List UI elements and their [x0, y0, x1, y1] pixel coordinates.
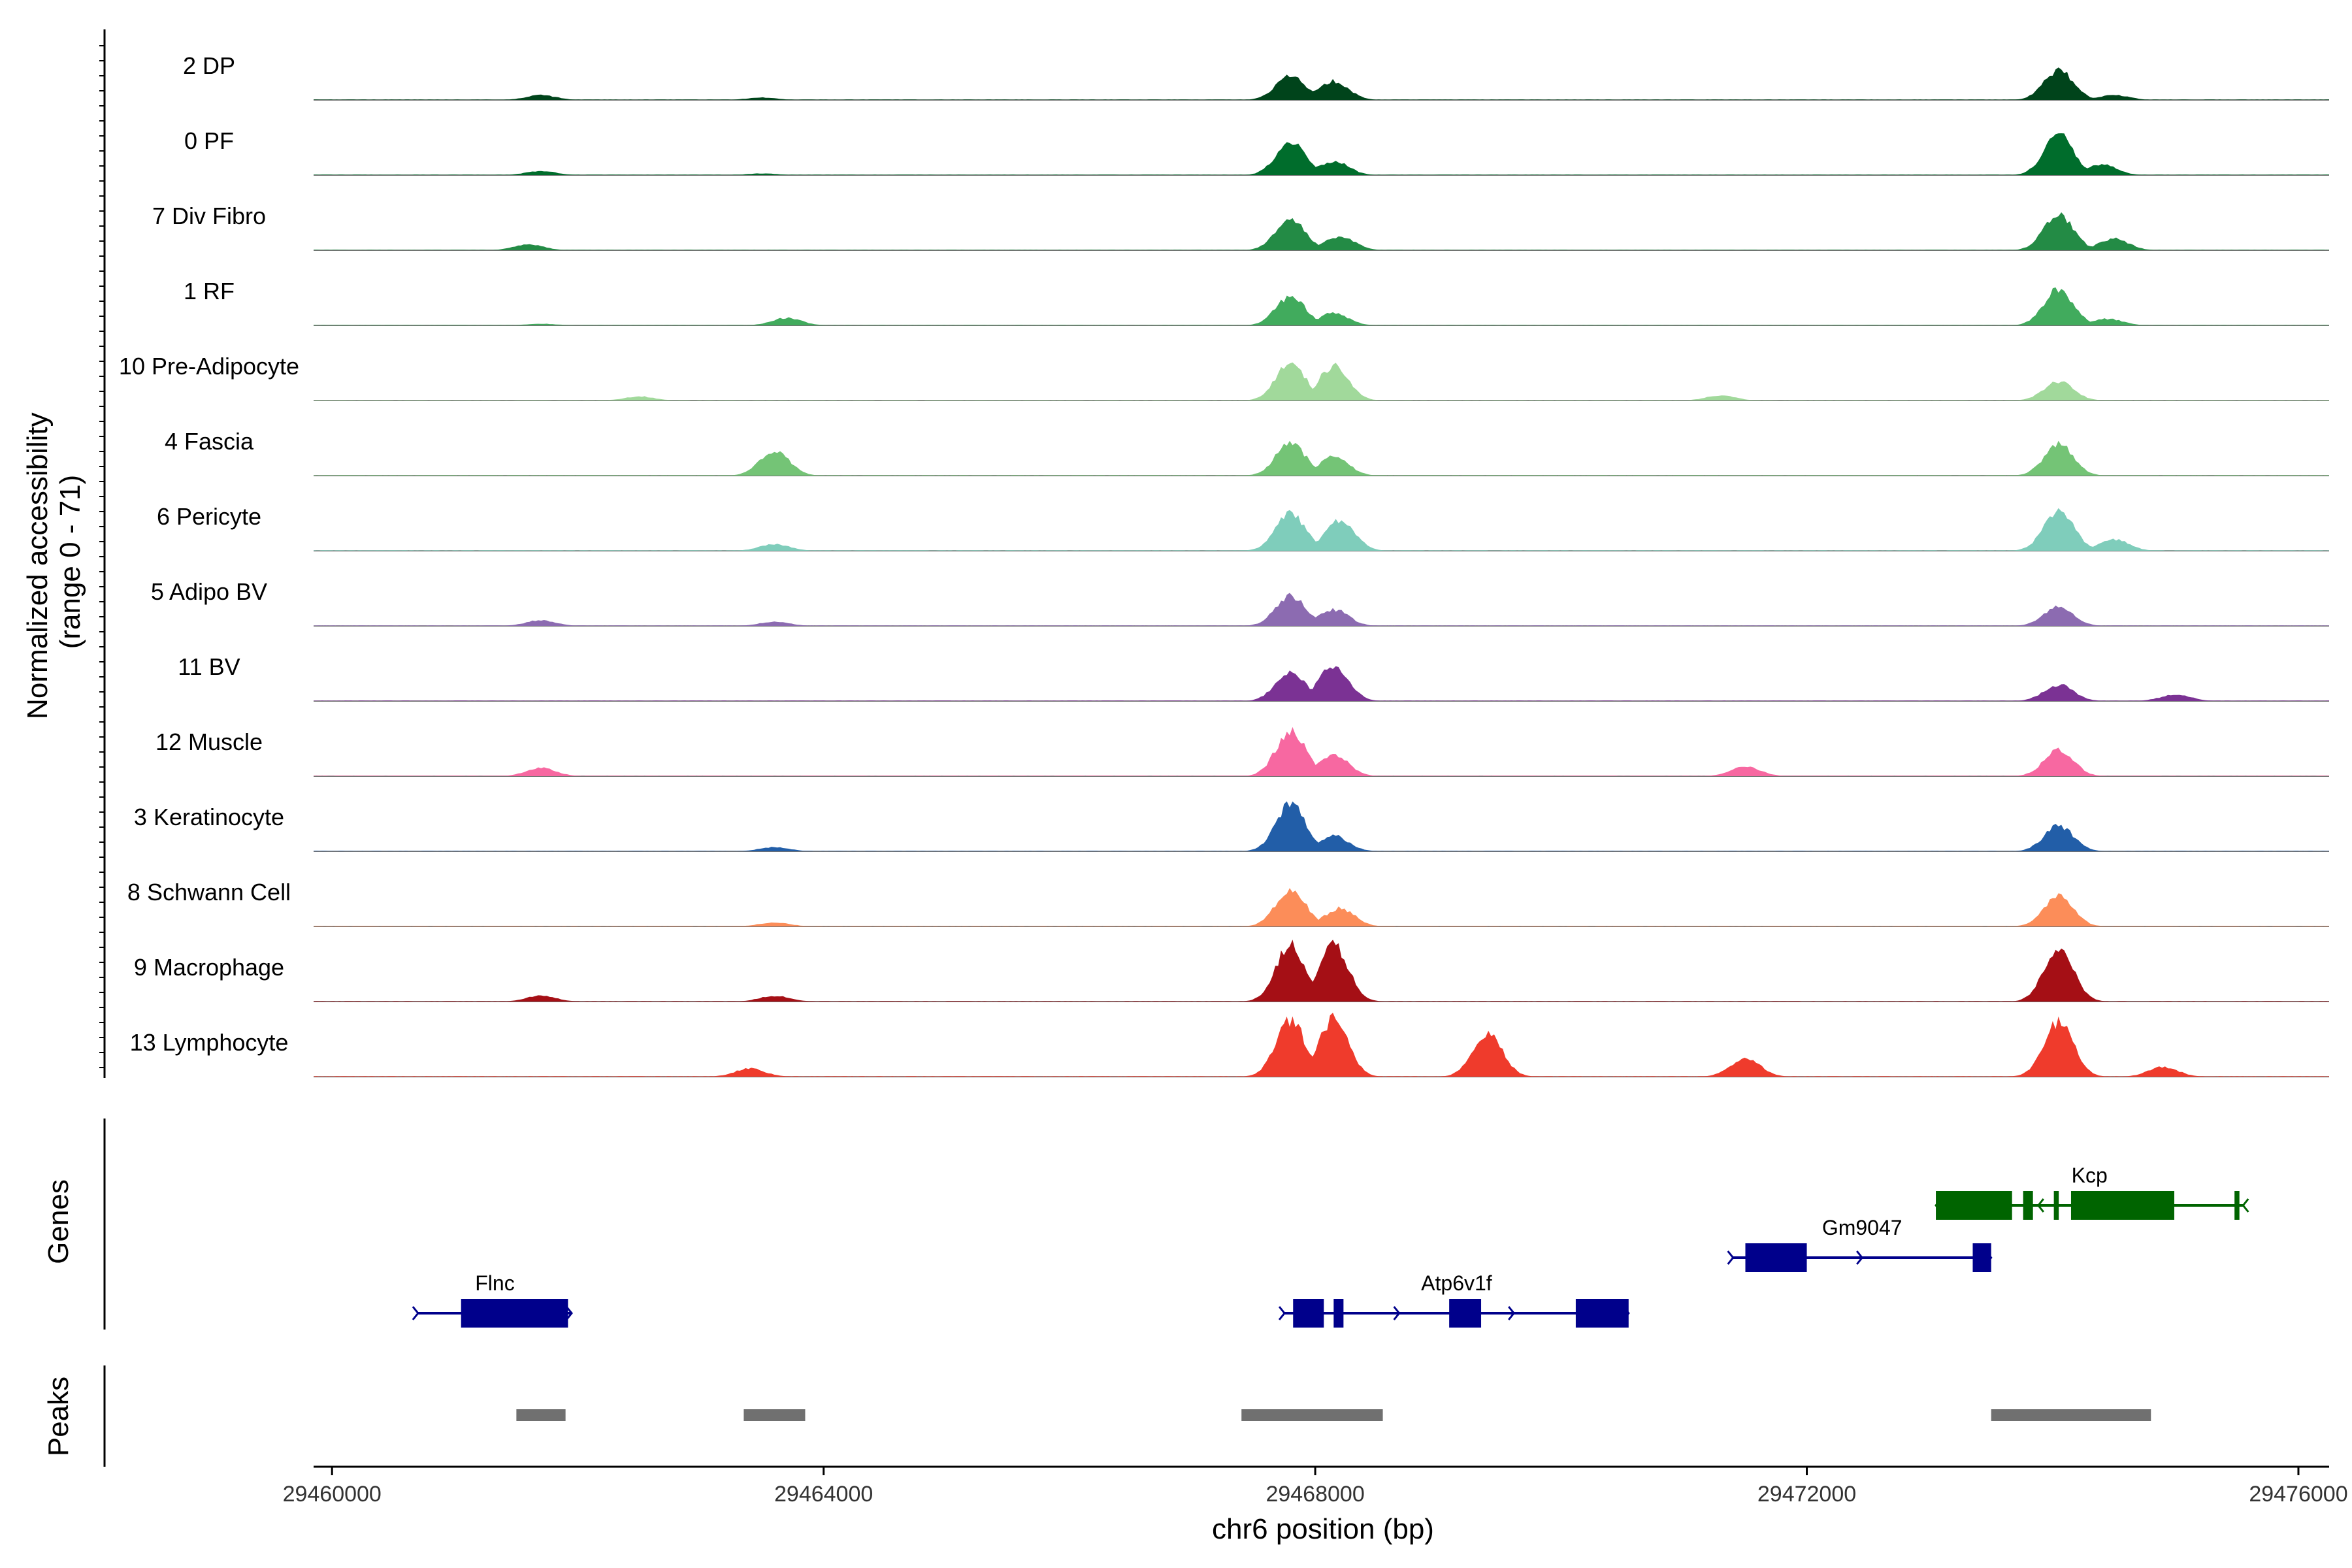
track-2: 0 PF	[184, 127, 2329, 176]
gene-label: Flnc	[475, 1271, 514, 1295]
track-signal	[314, 362, 2329, 400]
x-tick-label: 29460000	[283, 1482, 382, 1507]
track-label: 11 BV	[178, 653, 240, 680]
y-axis-title-line-2: (range 0 - 71)	[54, 475, 86, 649]
gene-exon	[461, 1299, 568, 1328]
strand-arrow	[1278, 1306, 1286, 1320]
strand-arrow	[1393, 1306, 1401, 1320]
genes-panel-label: Genes	[42, 1179, 74, 1264]
accessibility-tracks: 2 DP 0 PF 7 Div Fibro 1 RF 10 Pre-Adipocyte 4…	[119, 52, 2329, 1077]
gene-exon	[1333, 1299, 1344, 1328]
track-label: 1 RF	[184, 278, 235, 304]
track-3: 7 Div Fibro	[152, 203, 2329, 251]
track-signal	[314, 212, 2329, 250]
track-signal	[314, 666, 2329, 701]
track-label: 7 Div Fibro	[152, 203, 266, 229]
track-10: 12 Muscle	[155, 727, 2329, 777]
strand-arrow	[1727, 1250, 1735, 1265]
track-label: 0 PF	[184, 127, 234, 154]
track-signal	[314, 888, 2329, 926]
track-label: 4 Fascia	[165, 428, 254, 455]
gene-exon	[1936, 1191, 2012, 1220]
strand-arrow	[1856, 1250, 1864, 1265]
gene-kcp: Kcp	[1935, 1164, 2249, 1220]
track-label: 12 Muscle	[155, 728, 263, 755]
gene-atp6v1f: Atp6v1f	[1278, 1271, 1630, 1328]
tracks-y-axis	[99, 29, 106, 1078]
y-axis-title: Normalized accessibility (range 0 - 71)	[22, 404, 86, 719]
track-signal	[314, 593, 2329, 626]
track-signal	[314, 508, 2329, 551]
strand-arrow	[412, 1306, 419, 1320]
track-label: 2 DP	[183, 52, 235, 79]
track-13: 9 Macrophage	[134, 939, 2329, 1002]
peak-4	[1991, 1409, 2151, 1421]
track-signal	[314, 939, 2329, 1002]
peak-1	[516, 1409, 566, 1421]
x-axis: 29460000 29464000 29468000 29472000 29476000	[283, 1465, 2348, 1507]
track-7: 6 Pericyte	[157, 503, 2329, 551]
x-tick-label: 29476000	[2249, 1482, 2347, 1507]
track-6: 4 Fascia	[165, 428, 2329, 476]
track-5: 10 Pre-Adipocyte	[119, 353, 2329, 401]
track-9: 11 BV	[178, 653, 2329, 702]
gene-gm9047: Gm9047	[1727, 1216, 1993, 1272]
peaks-panel	[516, 1409, 2151, 1421]
track-signal	[314, 727, 2329, 776]
peak-2	[743, 1409, 806, 1421]
x-tick-label: 29464000	[774, 1482, 873, 1507]
track-label: 3 Keratinocyte	[134, 804, 284, 830]
gene-exon	[1575, 1299, 1629, 1328]
genes-panel: Flnc Atp6v1f Gm9047 Kcp	[412, 1164, 2249, 1328]
gene-exon	[2053, 1191, 2059, 1220]
gene-exon	[1293, 1299, 1324, 1328]
gene-exon	[1745, 1243, 1807, 1272]
track-11: 3 Keratinocyte	[134, 801, 2329, 852]
track-label: 8 Schwann Cell	[127, 879, 291, 906]
gene-label: Kcp	[2072, 1164, 2108, 1187]
track-label: 10 Pre-Adipocyte	[119, 353, 299, 380]
strand-arrow	[1508, 1306, 1516, 1320]
gene-flnc: Flnc	[412, 1271, 573, 1328]
track-signal	[314, 67, 2329, 100]
gene-label: Atp6v1f	[1421, 1271, 1492, 1295]
x-tick-label: 29468000	[1266, 1482, 1364, 1507]
x-axis-title: chr6 position (bp)	[1212, 1513, 1434, 1545]
peaks-panel-label: Peaks	[42, 1377, 74, 1456]
x-tick-label: 29472000	[1757, 1482, 1856, 1507]
track-signal	[314, 440, 2329, 476]
gene-exon	[1449, 1299, 1482, 1328]
gene-exon	[2234, 1191, 2240, 1220]
gene-exon	[2023, 1191, 2033, 1220]
peak-3	[1241, 1409, 1383, 1421]
strand-arrow	[2242, 1198, 2249, 1213]
track-8: 5 Adipo BV	[151, 578, 2329, 627]
track-label: 13 Lymphocyte	[130, 1029, 289, 1056]
track-signal	[314, 287, 2329, 325]
gene-exon	[1972, 1243, 1991, 1272]
track-label: 6 Pericyte	[157, 503, 261, 530]
track-4: 1 RF	[184, 278, 2329, 326]
track-1: 2 DP	[183, 52, 2329, 101]
gene-exon	[2070, 1191, 2174, 1220]
strand-arrow	[2036, 1198, 2044, 1213]
track-12: 8 Schwann Cell	[127, 879, 2329, 927]
track-14: 13 Lymphocyte	[130, 1013, 2329, 1077]
track-signal	[314, 1013, 2329, 1077]
y-axis-title-line-1: Normalized accessibility	[22, 412, 54, 719]
track-signal	[314, 133, 2329, 175]
track-signal	[314, 801, 2329, 851]
track-label: 5 Adipo BV	[151, 578, 267, 605]
gene-label: Gm9047	[1822, 1216, 1903, 1239]
track-label: 9 Macrophage	[134, 954, 284, 981]
strand-arrow	[565, 1306, 573, 1320]
